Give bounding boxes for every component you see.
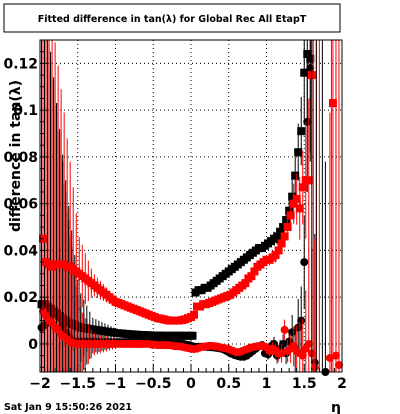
series-3 [39,40,343,372]
x-tick-label: −2 [29,376,50,392]
data-point-square [247,272,256,281]
data-series [37,40,343,376]
x-tick-label: −1 [105,376,126,392]
y-axis-title: difference in tan(λ) [8,80,24,232]
data-point-square [294,148,303,157]
data-point-square [298,183,307,192]
data-point-square [283,223,292,232]
data-point-circle [300,258,309,267]
data-point-square [276,227,285,236]
x-tick-label: 1 [262,376,272,392]
data-point-square [288,192,297,201]
data-point-square [277,239,286,248]
data-point-square [274,246,283,255]
axes: −2 −1.5 −1 −0.5 0 0.5 1 1.5 2 0 0.02 0.04 0.06 0.08 0.… [3,51,347,392]
data-point-square [285,206,294,215]
data-point-square [300,68,309,77]
data-point-square [188,331,197,340]
data-point-square [286,211,295,220]
data-point-square [271,251,280,260]
data-point-square [292,194,301,203]
x-tick-label: 1.5 [292,376,317,392]
timestamp: Sat Jan 9 15:50:26 2021 [4,402,132,413]
data-point-square [250,267,259,276]
x-tick-label: −1.5 [59,376,96,392]
data-point-square [295,204,304,213]
data-point-square [280,232,289,241]
data-point-circle [280,325,289,334]
y-tick-label: 0 [28,337,38,353]
data-point-square [297,127,306,136]
title-box: Fitted difference in tan(λ) for Global R… [3,3,341,33]
x-tick-label: −0.5 [135,376,172,392]
y-tick-label: 0.02 [3,290,38,306]
data-point-circle [304,339,313,348]
data-point-square [273,232,282,241]
data-point-square [279,223,288,232]
chart-title: Fitted difference in tan(λ) for Global R… [38,14,307,25]
y-tick-label: 0.06 [3,197,38,213]
data-point-square [328,99,337,108]
data-point-square [291,171,300,180]
data-point-circle [277,349,286,358]
y-tick-label: 0.12 [3,56,38,72]
data-point-square [241,279,250,288]
y-tick-label: 0.04 [3,243,38,259]
data-point-square [190,310,199,319]
x-axis-title: η [331,400,341,414]
data-point-circle [297,316,306,325]
y-tick-label: 0.08 [3,150,38,166]
data-point-square [289,199,298,208]
x-tick-label: 0 [186,376,196,392]
title-frame [3,3,341,33]
data-point-square [304,176,313,185]
data-point-square [282,216,291,225]
data-point-circle [298,351,307,360]
x-tick-label: 2 [337,376,347,392]
x-tick-label: 0.5 [216,376,241,392]
y-tick-label: 0.1 [13,103,38,119]
series-clip-group [37,40,343,376]
